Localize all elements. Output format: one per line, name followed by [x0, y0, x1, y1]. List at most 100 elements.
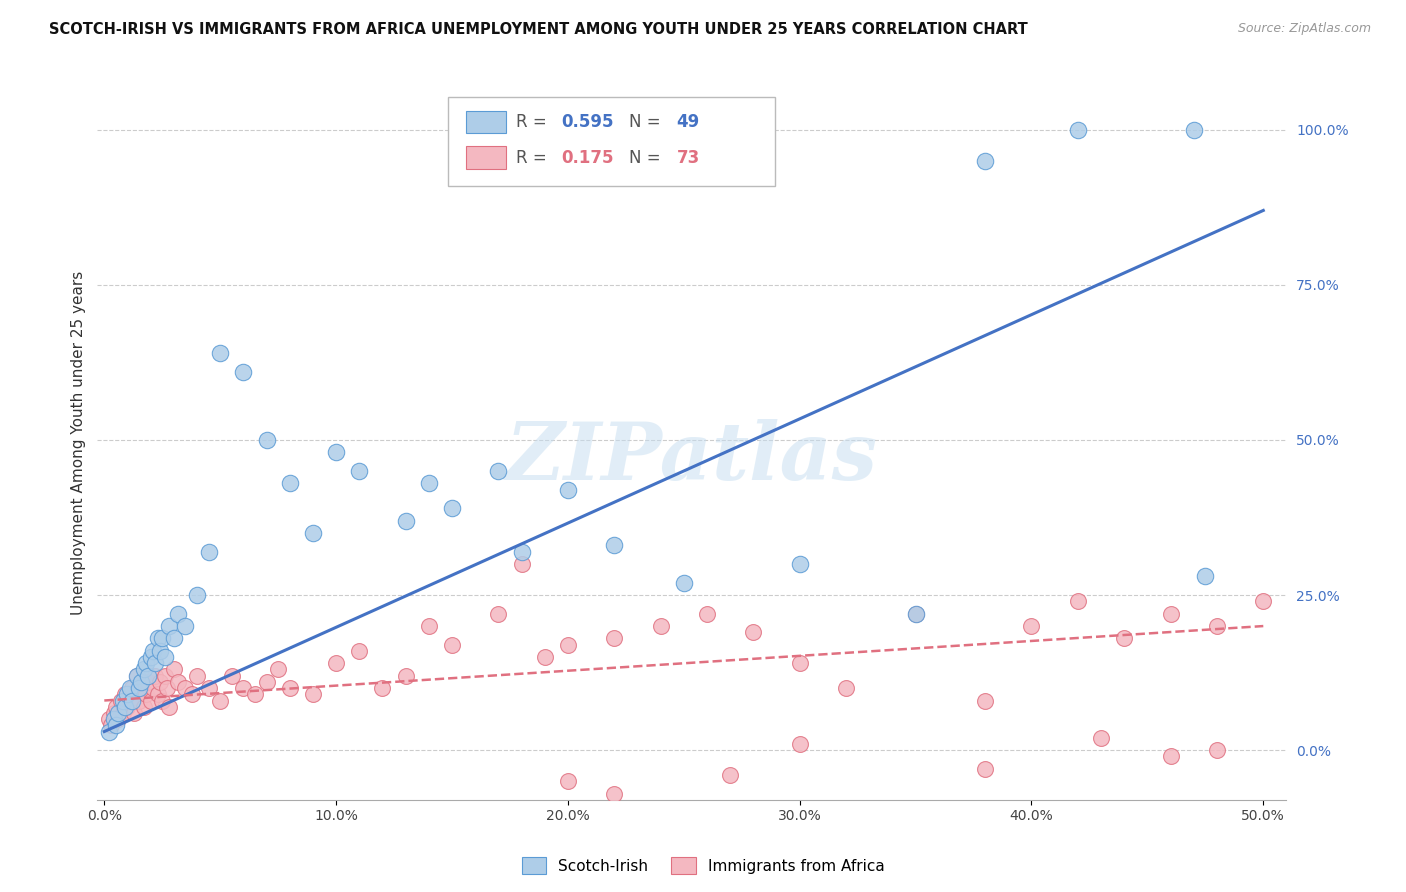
- Point: [114, 699, 136, 714]
- Point: [1160, 749, 1182, 764]
- Point: [156, 681, 179, 695]
- Point: [278, 476, 301, 491]
- Point: [197, 681, 219, 695]
- Point: [97, 724, 120, 739]
- Point: [186, 668, 208, 682]
- Point: [1160, 607, 1182, 621]
- Point: [131, 681, 153, 695]
- FancyBboxPatch shape: [449, 97, 775, 186]
- Point: [167, 607, 190, 621]
- Point: [533, 650, 555, 665]
- Point: [486, 607, 509, 621]
- Point: [146, 687, 169, 701]
- Point: [221, 668, 243, 682]
- Point: [835, 681, 858, 695]
- Point: [1206, 619, 1229, 633]
- Text: 0.175: 0.175: [561, 149, 613, 167]
- Point: [128, 693, 150, 707]
- Point: [157, 619, 180, 633]
- Point: [139, 693, 162, 707]
- Point: [117, 699, 139, 714]
- Point: [1090, 731, 1112, 745]
- Point: [150, 632, 173, 646]
- Point: [186, 588, 208, 602]
- Point: [128, 681, 150, 695]
- Point: [278, 681, 301, 695]
- Text: ZIPatlas: ZIPatlas: [506, 418, 877, 496]
- Point: [904, 607, 927, 621]
- Point: [138, 674, 160, 689]
- Text: R =: R =: [516, 113, 553, 131]
- Point: [789, 657, 811, 671]
- Point: [395, 514, 418, 528]
- Point: [267, 663, 290, 677]
- Point: [1182, 122, 1205, 136]
- Point: [1021, 619, 1043, 633]
- Point: [256, 433, 278, 447]
- Point: [117, 687, 139, 701]
- Point: [789, 557, 811, 571]
- Point: [142, 681, 165, 695]
- Point: [124, 706, 146, 720]
- Point: [143, 668, 166, 682]
- Point: [418, 476, 440, 491]
- Point: [557, 774, 579, 789]
- Point: [440, 501, 463, 516]
- Text: Source: ZipAtlas.com: Source: ZipAtlas.com: [1237, 22, 1371, 36]
- Point: [302, 687, 325, 701]
- Point: [138, 668, 160, 682]
- Point: [325, 657, 347, 671]
- Point: [114, 687, 136, 701]
- Text: 73: 73: [676, 149, 700, 167]
- Point: [1194, 569, 1216, 583]
- Point: [974, 693, 997, 707]
- Point: [256, 674, 278, 689]
- Point: [603, 787, 626, 801]
- Point: [125, 668, 148, 682]
- Point: [153, 650, 176, 665]
- Point: [974, 762, 997, 776]
- Y-axis label: Unemployment Among Youth under 25 years: Unemployment Among Youth under 25 years: [72, 271, 86, 615]
- Point: [118, 693, 141, 707]
- Point: [103, 706, 125, 720]
- Point: [153, 668, 176, 682]
- Point: [418, 619, 440, 633]
- Point: [232, 365, 254, 379]
- Point: [243, 687, 266, 701]
- Point: [118, 681, 141, 695]
- Point: [486, 464, 509, 478]
- Point: [349, 464, 371, 478]
- Point: [650, 619, 672, 633]
- Point: [1114, 632, 1136, 646]
- Point: [139, 650, 162, 665]
- Point: [395, 668, 418, 682]
- Point: [1067, 594, 1090, 608]
- Point: [107, 706, 129, 720]
- Point: [104, 718, 127, 732]
- Point: [209, 346, 232, 360]
- Text: R =: R =: [516, 149, 553, 167]
- Point: [174, 681, 197, 695]
- Point: [167, 674, 190, 689]
- Legend: Scotch-Irish, Immigrants from Africa: Scotch-Irish, Immigrants from Africa: [516, 851, 890, 880]
- Point: [603, 538, 626, 552]
- Point: [157, 699, 180, 714]
- Point: [149, 644, 172, 658]
- Point: [111, 706, 134, 720]
- Point: [97, 712, 120, 726]
- Point: [174, 619, 197, 633]
- Point: [107, 712, 129, 726]
- Point: [163, 663, 186, 677]
- Point: [510, 544, 533, 558]
- Point: [1253, 594, 1275, 608]
- Point: [149, 674, 172, 689]
- Point: [146, 632, 169, 646]
- Point: [110, 693, 132, 707]
- Point: [510, 557, 533, 571]
- Point: [672, 575, 695, 590]
- Point: [132, 663, 155, 677]
- Point: [1206, 743, 1229, 757]
- Point: [440, 638, 463, 652]
- Text: 0.595: 0.595: [561, 113, 613, 131]
- Point: [121, 693, 143, 707]
